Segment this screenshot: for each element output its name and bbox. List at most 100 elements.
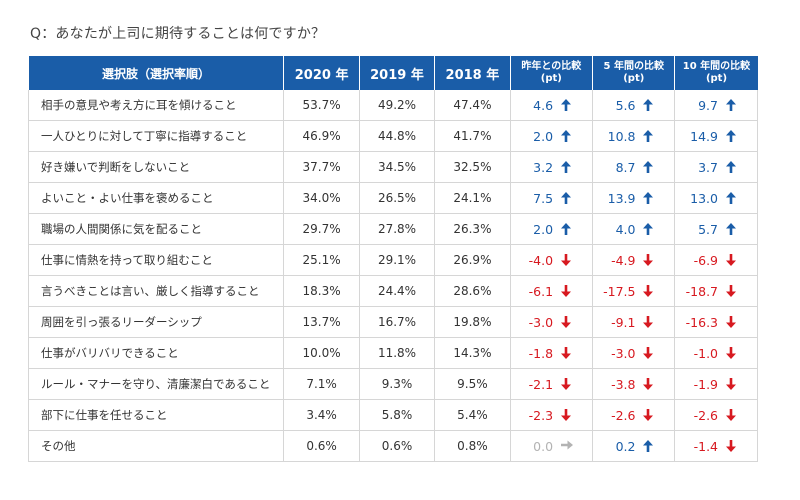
arrow-down-icon	[725, 408, 737, 422]
arrow-up-icon	[642, 439, 654, 453]
header-row: 選択肢（選択率順） 2020 年 2019 年 2018 年 昨年との比較 (p…	[28, 56, 758, 90]
diff-10-year: -1.0	[674, 337, 758, 369]
diff-value: 14.9	[690, 128, 718, 144]
value-2020: 0.6%	[283, 430, 360, 462]
value-2020: 34.0%	[283, 182, 360, 214]
diff-1-year: -4.0	[510, 244, 594, 276]
diff-10-year: -1.4	[674, 430, 758, 462]
diff-value: 3.7	[698, 159, 718, 175]
diff-value: -1.9	[693, 376, 718, 392]
diff-5-year: -9.1	[592, 306, 676, 338]
diff-value: -2.1	[528, 376, 554, 392]
header-choices: 選択肢（選択率順）	[28, 56, 285, 90]
row-label: よいこと・よい仕事を褒めること	[27, 182, 285, 214]
value-2019: 0.6%	[359, 430, 436, 462]
header-diff-5-year-line2: (pt)	[623, 73, 645, 84]
table-body: 相手の意見や考え方に耳を傾けること 53.7% 49.2% 47.4% 4.6 5.6 9.…	[27, 90, 758, 462]
diff-10-year: -6.9	[674, 244, 758, 276]
diff-1-year: -6.1	[510, 275, 594, 307]
value-2019: 5.8%	[359, 399, 436, 431]
diff-value: -6.9	[693, 252, 718, 268]
row-label: 部下に仕事を任せること	[27, 399, 285, 431]
row-label: 一人ひとりに対して丁寧に指導すること	[27, 120, 285, 152]
table-row: 職場の人間関係に気を配ること 29.7% 27.8% 26.3% 2.0 4.0 5.7	[27, 213, 758, 245]
arrow-up-icon	[725, 160, 737, 174]
header-diff-10-year: 10 年間の比較 (pt)	[674, 56, 758, 90]
row-label: 周囲を引っ張るリーダーシップ	[27, 306, 285, 338]
diff-value: 2.0	[533, 128, 554, 144]
diff-5-year: 13.9	[592, 182, 676, 214]
value-2018: 19.8%	[434, 306, 511, 338]
header-diff-1-year: 昨年との比較 (pt)	[510, 56, 594, 90]
value-2018: 24.1%	[434, 182, 511, 214]
arrow-down-icon	[642, 377, 654, 391]
diff-1-year: 0.0	[510, 430, 594, 462]
arrow-down-icon	[642, 253, 654, 267]
diff-10-year: -2.6	[674, 399, 758, 431]
header-diff-10-year-line2: (pt)	[705, 73, 728, 84]
table-row: 仕事がバリバリできること 10.0% 11.8% 14.3% -1.8 -3.0 -1.0	[27, 337, 758, 369]
arrow-down-icon	[642, 408, 654, 422]
diff-value: -4.0	[528, 252, 554, 268]
value-2020: 7.1%	[283, 368, 360, 400]
diff-1-year: -2.1	[510, 368, 594, 400]
diff-5-year: -3.0	[592, 337, 676, 369]
value-2019: 24.4%	[359, 275, 436, 307]
value-2019: 27.8%	[359, 213, 436, 245]
table-row: ルール・マナーを守り、清廉潔白であること 7.1% 9.3% 9.5% -2.1 -3.8…	[27, 368, 758, 400]
row-label: 職場の人間関係に気を配ること	[27, 213, 285, 245]
diff-5-year: 8.7	[592, 151, 676, 183]
arrow-up-icon	[560, 222, 572, 236]
diff-value: -18.7	[685, 283, 718, 299]
header-year-2018: 2018 年	[434, 56, 511, 90]
arrow-up-icon	[642, 160, 654, 174]
diff-value: -3.0	[611, 345, 636, 361]
diff-10-year: -16.3	[674, 306, 758, 338]
arrow-up-icon	[725, 191, 737, 205]
diff-value: -1.0	[693, 345, 718, 361]
table-row: 部下に仕事を任せること 3.4% 5.8% 5.4% -2.3 -2.6 -2.6	[27, 399, 758, 431]
value-2018: 28.6%	[434, 275, 511, 307]
value-2018: 41.7%	[434, 120, 511, 152]
table-row: よいこと・よい仕事を褒めること 34.0% 26.5% 24.1% 7.5 13.9 13.…	[27, 182, 758, 214]
arrow-down-icon	[560, 253, 572, 267]
diff-10-year: 9.7	[674, 90, 758, 121]
diff-value: -16.3	[685, 314, 718, 330]
diff-1-year: -3.0	[510, 306, 594, 338]
diff-1-year: 2.0	[510, 120, 594, 152]
row-label: 仕事がバリバリできること	[27, 337, 285, 369]
arrow-down-icon	[725, 377, 737, 391]
table-row: 言うべきことは言い、厳しく指導すること 18.3% 24.4% 28.6% -6.1 -1…	[27, 275, 758, 307]
arrow-up-icon	[560, 129, 572, 143]
arrow-up-icon	[725, 222, 737, 236]
diff-value: -9.1	[611, 314, 636, 330]
arrow-up-icon	[642, 191, 654, 205]
value-2020: 29.7%	[283, 213, 360, 245]
value-2020: 13.7%	[283, 306, 360, 338]
arrow-down-icon	[560, 346, 572, 360]
value-2018: 26.3%	[434, 213, 511, 245]
table-row: 一人ひとりに対して丁寧に指導すること 46.9% 44.8% 41.7% 2.0 10.8…	[27, 120, 758, 152]
diff-5-year: 5.6	[592, 90, 676, 121]
diff-5-year: 4.0	[592, 213, 676, 245]
diff-value: 4.6	[533, 97, 554, 113]
diff-5-year: -3.8	[592, 368, 676, 400]
arrow-down-icon	[560, 315, 572, 329]
diff-value: 2.0	[533, 221, 554, 237]
diff-1-year: 2.0	[510, 213, 594, 245]
diff-value: 0.2	[615, 438, 636, 454]
diff-value: 9.7	[698, 97, 718, 113]
value-2020: 10.0%	[283, 337, 360, 369]
diff-value: 13.9	[607, 190, 636, 206]
diff-1-year: -2.3	[510, 399, 594, 431]
diff-5-year: 0.2	[592, 430, 676, 462]
value-2018: 47.4%	[434, 90, 511, 121]
arrow-up-icon	[560, 98, 572, 112]
value-2019: 9.3%	[359, 368, 436, 400]
diff-10-year: 13.0	[674, 182, 758, 214]
diff-1-year: 7.5	[510, 182, 594, 214]
diff-1-year: 3.2	[510, 151, 594, 183]
arrow-up-icon	[560, 191, 572, 205]
diff-value: -1.4	[693, 438, 718, 454]
